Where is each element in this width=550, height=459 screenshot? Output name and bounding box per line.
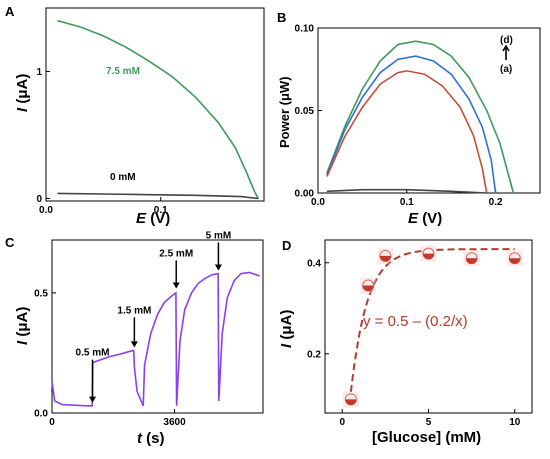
c-xtick-label-0: 0 — [49, 417, 55, 428]
panel-a-series-1 — [57, 192, 259, 200]
b-ytick-label-2: 0.10 — [295, 24, 315, 35]
b-xtick-label-0: 0.0 — [311, 197, 325, 208]
data-point-halo-5 — [506, 250, 523, 267]
fit-equation: y = 0.5 – (0.2/x) — [363, 313, 468, 330]
series-label-0mm: 0 mM — [110, 172, 136, 183]
annotation-0: 0.5 mM — [76, 348, 110, 359]
y-axis-label-c: I (μA) — [14, 307, 31, 345]
label-d: (d) — [500, 35, 513, 46]
x-axis-label-a: E (V) — [136, 210, 170, 227]
panel-letter-a: A — [5, 4, 15, 19]
series-label-7-5mm: 7.5 mM — [106, 66, 140, 77]
panel-b-series-0 — [326, 40, 515, 194]
annotation-3: 5 mM — [206, 230, 232, 241]
data-point-fill-1 — [362, 285, 374, 292]
a-ytick-label-1: 1 — [36, 67, 42, 78]
arrow-head-icon — [172, 282, 180, 289]
b-xtick-label-1: 0.1 — [400, 197, 414, 208]
x-axis-label-d: [Glucose] (mM) — [372, 429, 481, 446]
panel-d: D 0 5 10 0.2 0.4 y = 0.5 – (0.2/x) [Glucose]… — [278, 238, 533, 446]
y-axis-label-d: I (μA) — [278, 310, 295, 348]
a-xtick-label-0: 0.0 — [39, 205, 53, 216]
d-ytick-label-0: 0.2 — [307, 349, 321, 360]
plot-frame-c — [51, 239, 264, 414]
x-axis-label-c: t (s) — [137, 430, 165, 447]
b-xtick-label-2: 0.2 — [489, 197, 503, 208]
arrow-head-icon — [88, 396, 96, 403]
label-a: (a) — [500, 64, 512, 75]
panel-a-series-0 — [57, 19, 260, 199]
panel-letter-b: B — [277, 10, 286, 25]
arrow-head-icon — [214, 264, 222, 271]
c-ytick-label-1: 0.5 — [34, 288, 48, 299]
a-ytick-label-0: 0 — [36, 194, 42, 205]
plot-frame-a — [45, 7, 265, 202]
d-ytick-label-1: 0.4 — [307, 258, 321, 269]
data-point-fill-5 — [509, 258, 521, 264]
y-axis-label-a: I (μA) — [14, 74, 31, 112]
arrow-head-icon — [130, 341, 138, 348]
c-xtick-label-1: 3600 — [163, 417, 186, 428]
annotation-2: 2.5 mM — [159, 248, 193, 259]
panel-c-series-0 — [51, 271, 260, 407]
panel-b: B 0.0 0.1 0.2 0.00 0.05 0.10 (d) (a) E (V) Po… — [277, 10, 541, 227]
panel-a: A 0.0 0.1 0 1 7.5 mM 0 mM E (V) I (μA) — [5, 4, 265, 227]
arrow-up-icon — [502, 44, 510, 60]
b-ytick-label-0: 0.00 — [295, 189, 315, 200]
panel-b-series-2 — [326, 70, 488, 194]
c-ytick-label-0: 0.0 — [34, 409, 48, 420]
data-point-fill-4 — [466, 258, 478, 264]
d-xtick-label-1: 5 — [426, 417, 432, 428]
fit-curve — [349, 248, 515, 393]
data-point-halo-4 — [463, 250, 480, 267]
data-point-fill-2 — [379, 255, 391, 262]
y-axis-label-b: Power (μW) — [277, 76, 292, 148]
data-point-fill-0 — [345, 399, 357, 405]
d-xtick-label-0: 0 — [339, 417, 345, 428]
x-axis-label-b: E (V) — [408, 210, 442, 227]
annotation-1: 1.5 mM — [117, 305, 151, 316]
a-xtick-label-1: 0.1 — [154, 205, 168, 216]
panel-letter-c: C — [5, 235, 15, 250]
d-xtick-label-2: 10 — [509, 417, 521, 428]
data-point-fill-3 — [423, 253, 434, 260]
panel-b-series-1 — [326, 55, 497, 194]
panel-letter-d: D — [282, 238, 291, 253]
b-ytick-label-1: 0.05 — [295, 106, 315, 117]
panel-c: C 0 3600 0.0 0.5 0.5 mM 1.5 mM 2.5 mM 5 mM t (… — [5, 230, 264, 447]
panel-b-series-3 — [326, 188, 487, 194]
